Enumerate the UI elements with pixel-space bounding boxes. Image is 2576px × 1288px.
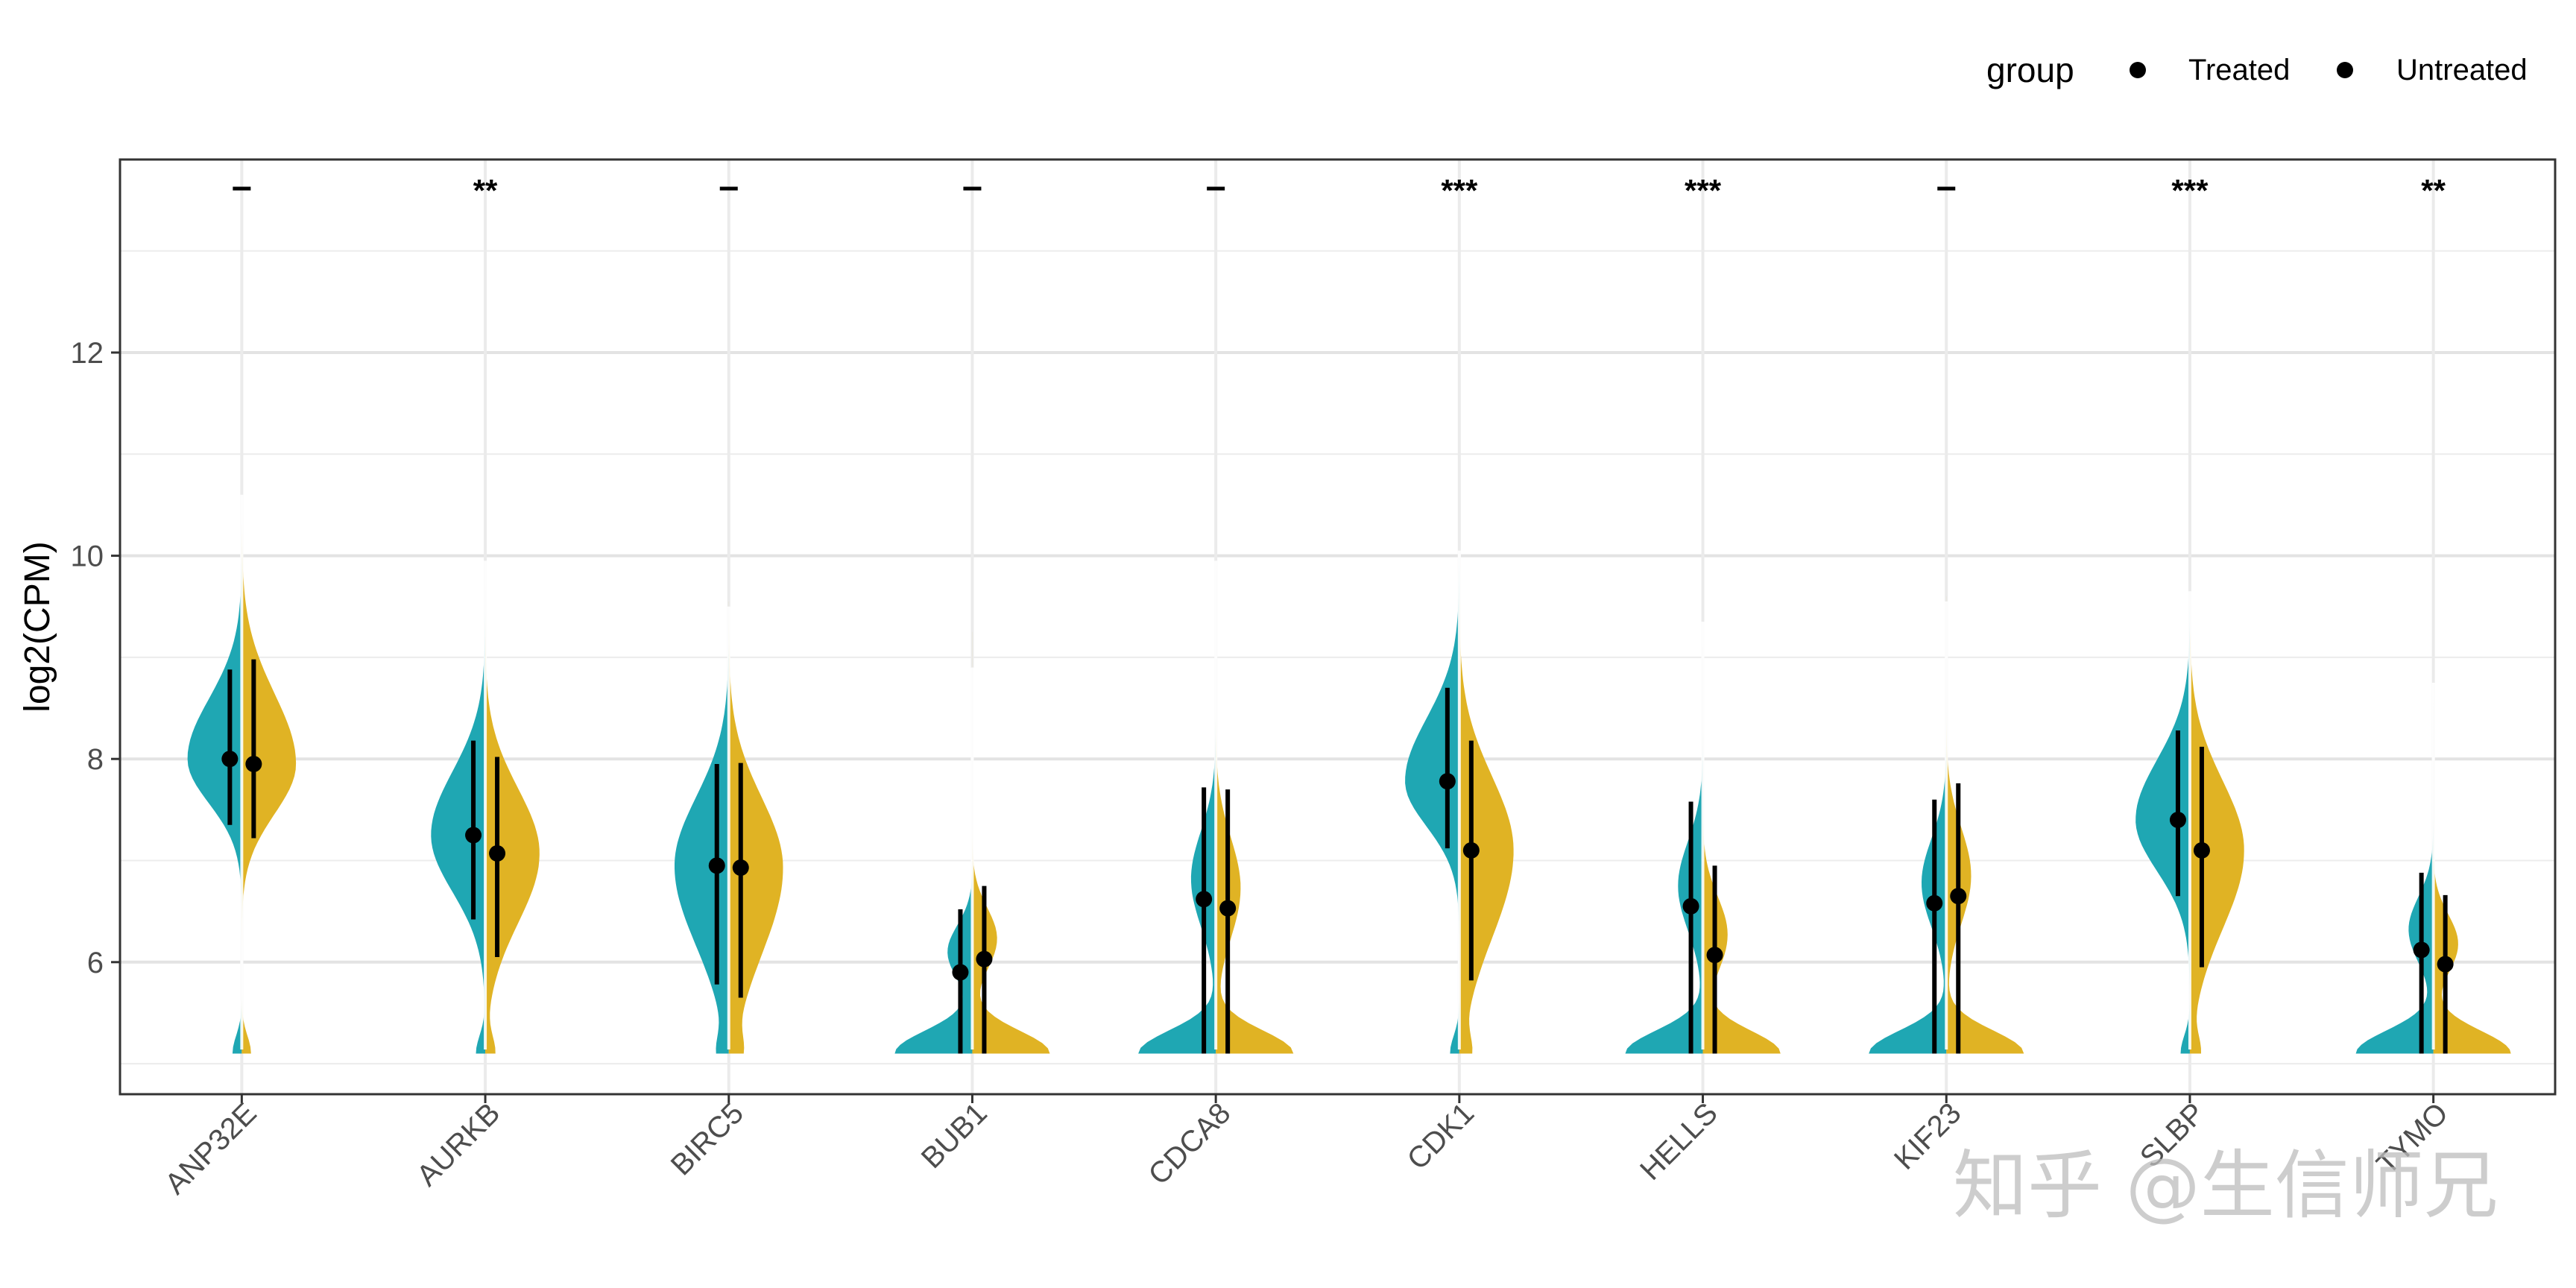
median-untreated-CDK1 — [1462, 842, 1480, 859]
median-treated-HELLS — [1682, 897, 1699, 915]
legend-dot-treated — [2130, 62, 2146, 78]
median-treated-BUB1 — [952, 964, 969, 981]
x-tick-label-AURKB: AURKB — [411, 1096, 507, 1193]
violin-untreated-ANP32E — [242, 525, 297, 1054]
median-treated-KIF23 — [1926, 894, 1943, 912]
violin-untreated-KIF23 — [1946, 596, 2024, 1054]
y-tick-label: 8 — [87, 743, 104, 776]
median-untreated-ANP32E — [245, 756, 262, 773]
y-axis-title: log2(CPM) — [18, 541, 57, 712]
median-untreated-TYMO — [2437, 956, 2454, 973]
legend-label-treated: Treated — [2188, 54, 2290, 86]
violin-treated-TYMO — [2355, 703, 2434, 1054]
violin-untreated-BUB1 — [972, 631, 1050, 1054]
median-treated-CDK1 — [1439, 773, 1456, 790]
significance-label-HELLS: *** — [1685, 173, 1722, 208]
y-tick-label: 10 — [71, 540, 104, 573]
legend-dot-untreated — [2337, 62, 2353, 78]
significance-label-AURKB: ** — [473, 173, 498, 208]
significance-label-SLBP: *** — [2171, 173, 2209, 208]
violin-treated-CDK1 — [1405, 550, 1459, 1054]
median-untreated-BIRC5 — [732, 859, 749, 877]
median-treated-BIRC5 — [708, 857, 725, 874]
median-treated-CDCA8 — [1196, 891, 1213, 908]
violin-treated-AURKB — [431, 596, 486, 1054]
violin-treated-SLBP — [2135, 591, 2190, 1054]
legend-label-untreated: Untreated — [2396, 54, 2528, 86]
violin-treated-ANP32E — [187, 530, 242, 1054]
legend: group Treated Untreated — [1986, 51, 2528, 89]
significance-label-CDK1: *** — [1441, 173, 1478, 208]
violin-treated-KIF23 — [1869, 637, 1947, 1054]
y-tick-label: 6 — [87, 947, 104, 979]
y-tick-label: 12 — [71, 337, 104, 370]
violin-treated-CDCA8 — [1138, 596, 1216, 1054]
x-tick-label-BUB1: BUB1 — [915, 1096, 994, 1175]
median-treated-TYMO — [2413, 941, 2430, 959]
legend-title: group — [1986, 51, 2074, 89]
panel-border — [119, 158, 2557, 1096]
median-treated-SLBP — [2169, 811, 2186, 828]
median-untreated-AURKB — [489, 845, 506, 862]
watermark: 知乎 @生信师兄 — [1953, 1142, 2498, 1229]
chart-marks: ** *** *** *** ** — [187, 173, 2511, 1054]
median-treated-ANP32E — [221, 751, 239, 768]
median-treated-AURKB — [465, 827, 482, 844]
violin-untreated-CDCA8 — [1216, 566, 1294, 1054]
y-axis: 6 8 10 12 — [71, 337, 120, 979]
x-tick-label-CDCA8: CDCA8 — [1143, 1096, 1237, 1191]
violin-untreated-TYMO — [2433, 718, 2511, 1054]
panel-background — [120, 160, 2555, 1094]
median-untreated-BUB1 — [976, 950, 993, 967]
x-tick-label-BIRC5: BIRC5 — [665, 1096, 750, 1181]
median-untreated-CDCA8 — [1219, 900, 1237, 917]
x-tick-label-CDK1: CDK1 — [1401, 1096, 1481, 1176]
median-untreated-HELLS — [1706, 947, 1723, 964]
median-untreated-KIF23 — [1950, 888, 1967, 905]
significance-label-TYMO: ** — [2421, 173, 2446, 208]
violin-treated-HELLS — [1625, 647, 1703, 1054]
violin-treated-BUB1 — [894, 703, 973, 1054]
x-tick-label-HELLS: HELLS — [1634, 1096, 1724, 1187]
x-tick-label-ANP32E: ANP32E — [159, 1096, 263, 1201]
median-untreated-SLBP — [2193, 842, 2210, 859]
